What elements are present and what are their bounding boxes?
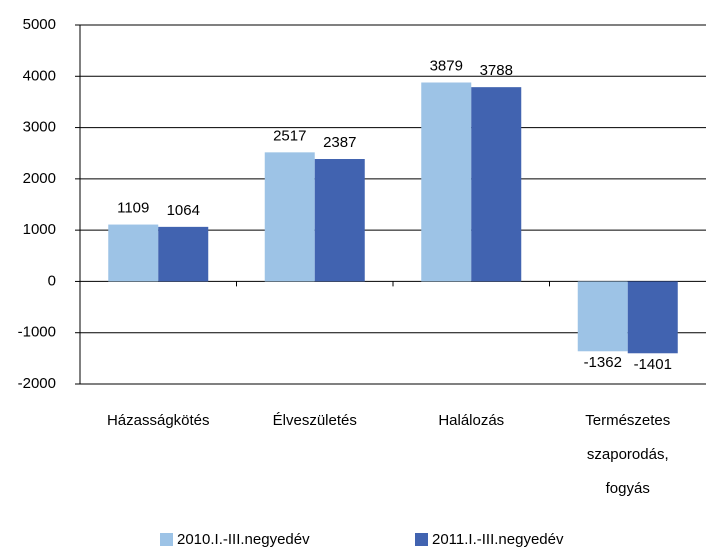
legend-label: 2011.I.-III.negyedév [432,531,564,548]
y-tick-label: 4000 [23,67,56,84]
bar [421,82,472,282]
data-label: -1362 [584,354,622,371]
data-label: -1401 [634,356,672,373]
data-label: 3879 [430,57,463,74]
y-tick-label: 1000 [23,221,56,238]
data-label: 1064 [167,202,200,219]
x-tick-label: Élveszületés [272,412,357,429]
y-tick-label: 5000 [23,16,56,33]
x-tick-label: Természetes szaporodás, fogyás [585,412,671,497]
data-label: 1109 [117,200,149,217]
data-label: 2387 [323,134,356,151]
data-label: 3788 [480,62,513,79]
bar [158,226,209,282]
legend-swatch [160,533,173,546]
bar [314,159,365,282]
y-tick-label: 0 [48,272,56,289]
bar [471,87,522,282]
y-tick-label: 3000 [23,119,56,136]
bar [108,224,159,282]
bar [577,281,628,352]
x-tick-label: Halálozás [438,412,505,429]
legend-label: 2010.I.-III.negyedév [177,531,310,548]
y-tick-label: -2000 [18,375,56,392]
bar [627,281,678,354]
y-tick-label: 2000 [23,170,56,187]
data-label: 2517 [273,127,306,144]
legend-swatch [415,533,428,546]
bar [264,152,315,282]
y-tick-label: -1000 [18,324,56,341]
x-tick-label: Házasságkötés [106,412,210,429]
